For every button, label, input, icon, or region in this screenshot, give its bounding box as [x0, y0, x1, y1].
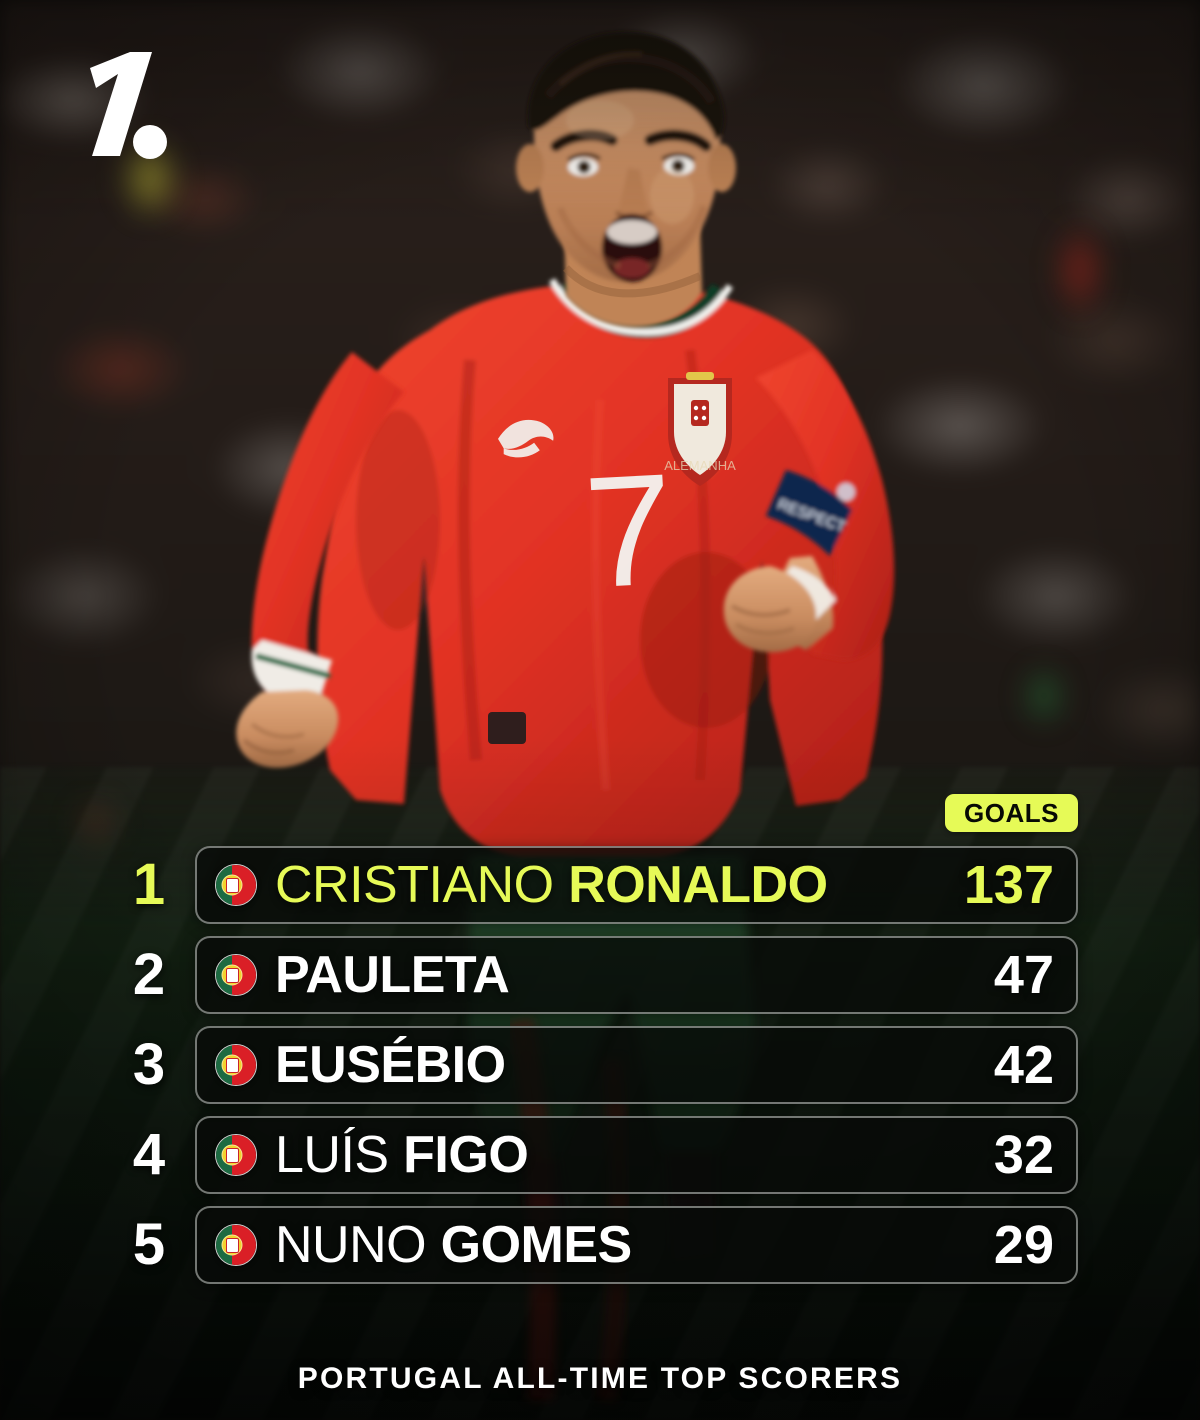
table-row: 5 NUNO GOMES 29	[118, 1206, 1078, 1284]
player-name: NUNO GOMES	[275, 1219, 994, 1271]
player-first-name: LUÍS	[275, 1126, 389, 1184]
player-name: LUÍS FIGO	[275, 1129, 994, 1181]
player-goals: 137	[963, 855, 1054, 915]
player-row-pill[interactable]: LUÍS FIGO 32	[195, 1116, 1078, 1194]
player-name: CRISTIANO RONALDO	[275, 859, 964, 911]
portugal-flag-icon	[215, 864, 257, 906]
goals-badge-label: GOALS	[964, 798, 1059, 828]
player-goals: 32	[993, 1125, 1054, 1185]
rank-number: 5	[132, 1212, 166, 1277]
rank-number: 4	[132, 1122, 166, 1187]
portugal-flag-icon	[215, 954, 257, 996]
table-row: 2 PAULETA 47	[118, 936, 1078, 1014]
top-scorers-list: 1 CRISTIANO RONALDO 137 2 PAULETA 47 3 EUSÉBIO 42…	[118, 846, 1078, 1296]
player-last-name: GOMES	[440, 1216, 633, 1274]
table-row: 3 EUSÉBIO 42	[118, 1026, 1078, 1104]
player-last-name: RONALDO	[568, 856, 828, 914]
player-last-name: FIGO	[403, 1126, 529, 1184]
player-first-name: NUNO	[275, 1216, 427, 1274]
player-last-name: PAULETA	[275, 946, 510, 1004]
player-first-name: CRISTIANO	[275, 856, 554, 914]
rank-number: 1	[132, 852, 166, 917]
player-row-pill[interactable]: EUSÉBIO 42	[195, 1026, 1078, 1104]
portugal-flag-icon	[215, 1134, 257, 1176]
player-last-name: EUSÉBIO	[275, 1036, 506, 1094]
rank-number: 2	[132, 942, 166, 1007]
portugal-flag-icon	[215, 1224, 257, 1266]
player-row-pill[interactable]: PAULETA 47	[195, 936, 1078, 1014]
rank-number: 3	[132, 1032, 166, 1097]
player-goals: 42	[993, 1035, 1054, 1095]
table-row: 4 LUÍS FIGO 32	[118, 1116, 1078, 1194]
goals-column-badge: GOALS	[945, 794, 1078, 832]
table-row: 1 CRISTIANO RONALDO 137	[118, 846, 1078, 924]
player-name: EUSÉBIO	[275, 1039, 994, 1091]
player-row-pill[interactable]: CRISTIANO RONALDO 137	[195, 846, 1078, 924]
player-goals: 29	[993, 1215, 1054, 1275]
player-goals: 47	[993, 945, 1054, 1005]
player-row-pill[interactable]: NUNO GOMES 29	[195, 1206, 1078, 1284]
page-title: PORTUGAL ALL-TIME TOP SCORERS	[297, 1362, 903, 1395]
player-name: PAULETA	[275, 949, 994, 1001]
onefootball-logo-icon[interactable]	[66, 48, 176, 163]
portugal-flag-icon	[215, 1044, 257, 1086]
